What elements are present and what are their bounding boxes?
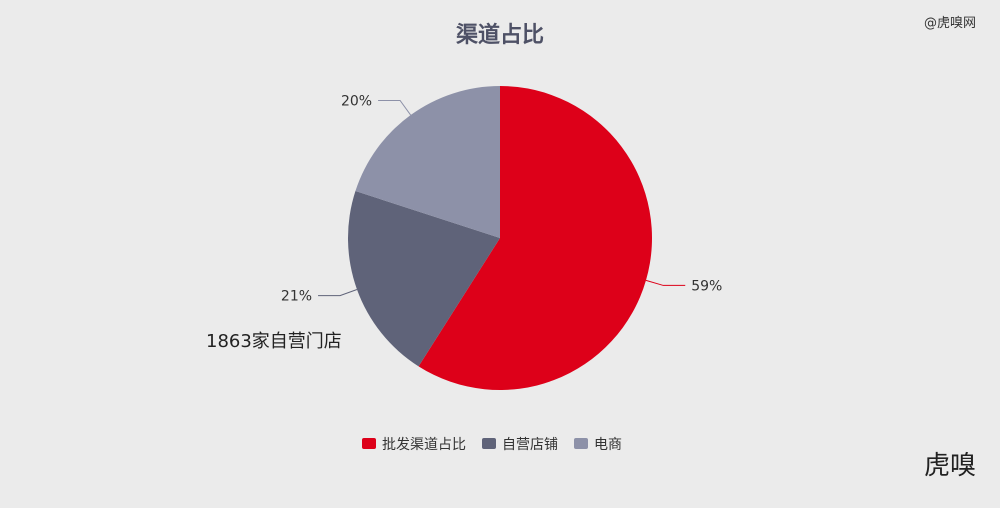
pie-slices (348, 86, 652, 390)
pie-slice-0 (418, 86, 652, 390)
legend-label-0: 批发渠道占比 (382, 437, 466, 453)
slice-label-0: 59% (691, 278, 722, 294)
legend-swatch-1 (482, 438, 496, 449)
pie-slice-1 (348, 191, 500, 367)
chart-title: 渠道占比 (456, 22, 544, 48)
slice-labels: 59% 21% 20% (281, 93, 722, 304)
slice-label-1: 21% (281, 289, 312, 305)
legend-swatch-0 (362, 438, 376, 449)
pie-slice-2 (355, 86, 500, 238)
brand-logo: 虎嗅 (924, 451, 976, 481)
legend-swatch-2 (574, 438, 588, 449)
leader-line-1 (318, 289, 358, 297)
leader-line-0 (645, 279, 686, 286)
legend-label-2: 电商 (594, 437, 622, 453)
slice-label-2: 20% (341, 93, 372, 109)
legend-label-1: 自营店铺 (502, 437, 558, 453)
chart-legend: 批发渠道占比 自营店铺 电商 (362, 437, 622, 453)
leader-line-2 (378, 99, 412, 116)
watermark-text: @虎嗅网 (924, 16, 976, 31)
store-count-annotation: 1863家自营门店 (206, 331, 342, 352)
